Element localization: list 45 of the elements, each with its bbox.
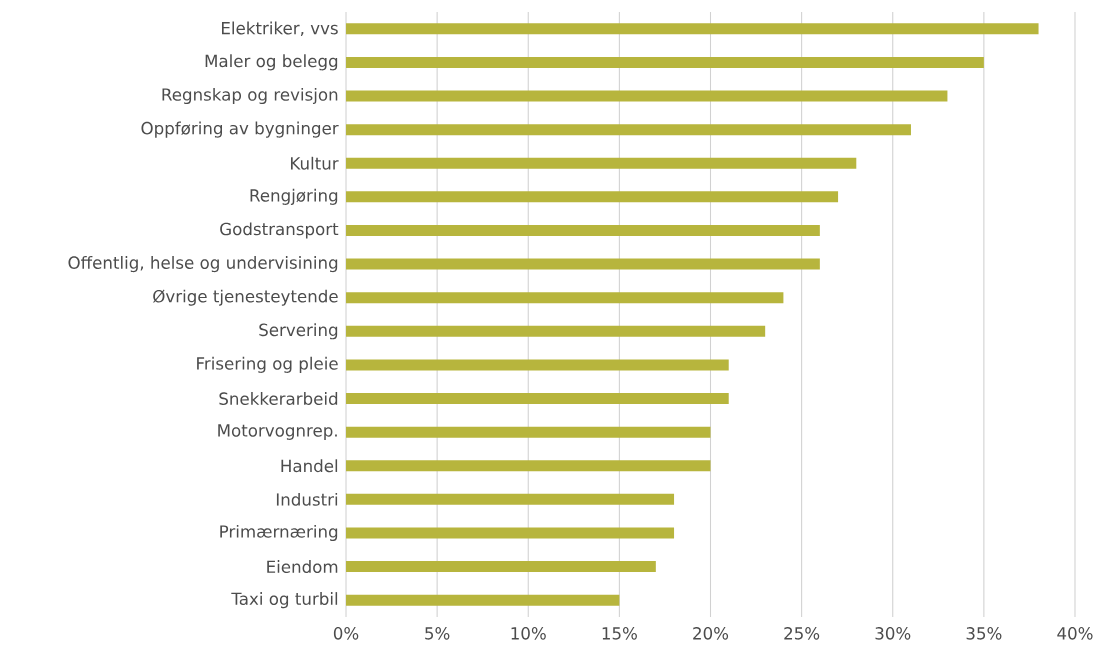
- bar: [346, 426, 711, 438]
- bar: [346, 359, 729, 371]
- bar: [346, 594, 620, 606]
- x-tick-label: 35%: [966, 627, 1002, 640]
- y-tick-label: Regnskap og revisjon: [162, 87, 338, 105]
- y-tick-label: Primærnæring: [220, 524, 338, 542]
- x-tick-label: 30%: [875, 627, 911, 640]
- bar: [346, 258, 820, 270]
- x-tick-label: 0%: [333, 627, 359, 640]
- y-tick-label: Maler og belegg: [205, 54, 338, 71]
- bar: [346, 224, 820, 236]
- bar: [346, 191, 839, 203]
- y-tick-label: Snekkerarbeid: [219, 392, 338, 405]
- bar: [346, 393, 729, 405]
- x-tick-label: 25%: [784, 627, 820, 640]
- bar: [346, 124, 911, 136]
- bar: [346, 56, 984, 68]
- bar: [346, 157, 857, 169]
- bar: [346, 460, 711, 472]
- bar: [346, 292, 784, 304]
- y-tick-label: Motorvognrep.: [218, 424, 337, 440]
- y-tick-label: Kultur: [291, 156, 339, 170]
- y-tick-label: Industri: [276, 492, 338, 506]
- y-tick-label: Oppføring av bygninger: [141, 121, 339, 138]
- bar: [346, 325, 766, 337]
- y-tick-label: Offentlig, helse og undervisining: [68, 256, 338, 273]
- y-tick-label: Elektriker, vvs: [222, 21, 338, 37]
- x-tick-label: 40%: [1057, 627, 1093, 640]
- y-tick-label: Frisering og pleie: [197, 356, 338, 373]
- y-tick-label: Rengjøring: [250, 188, 338, 205]
- x-tick-label: 5%: [425, 627, 450, 640]
- x-tick-label: 10%: [511, 627, 546, 640]
- y-tick-label: Handel: [281, 459, 338, 473]
- bar: [346, 561, 656, 573]
- x-tick-label: 15%: [602, 627, 637, 640]
- y-tick-label: Taxi og turbil: [231, 592, 338, 609]
- y-tick-label: Godstransport: [220, 222, 339, 239]
- bar: [346, 493, 675, 505]
- bar: [346, 90, 948, 102]
- y-tick-label: Øvrige tjenesteytende: [153, 289, 338, 306]
- y-tick-label: Eiendom: [267, 560, 338, 574]
- y-tick-label: Servering: [259, 323, 338, 340]
- x-tick-label: 20%: [693, 627, 729, 640]
- bar: [346, 527, 675, 539]
- bar: [346, 23, 1039, 35]
